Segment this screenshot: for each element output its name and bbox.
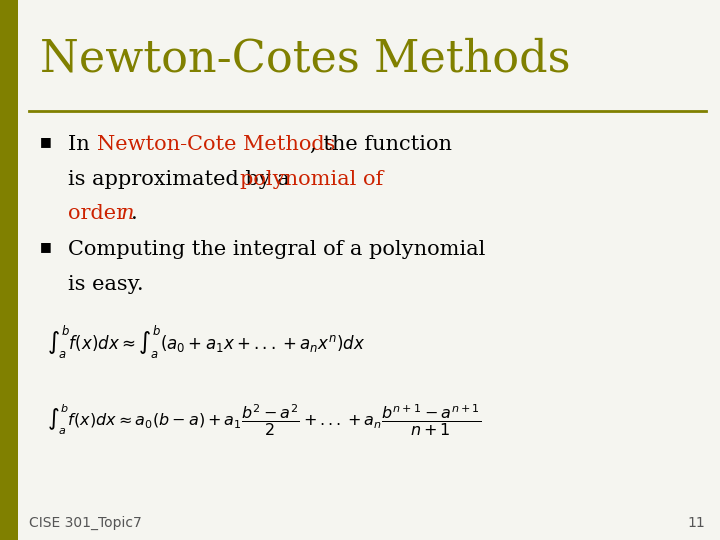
Text: In: In — [68, 135, 96, 154]
Text: 11: 11 — [688, 516, 706, 530]
Text: $\int_a^b f(x)dx \approx \int_a^b \left(a_0 + a_1 x + ... + a_n x^n\right)dx$: $\int_a^b f(x)dx \approx \int_a^b \left(… — [47, 324, 365, 361]
Text: ■: ■ — [40, 135, 51, 148]
Text: Newton-Cote Methods: Newton-Cote Methods — [97, 135, 336, 154]
Text: order: order — [68, 204, 133, 223]
Text: Newton-Cotes Methods: Newton-Cotes Methods — [40, 38, 570, 81]
Text: n: n — [121, 204, 135, 223]
Text: Computing the integral of a polynomial: Computing the integral of a polynomial — [68, 240, 486, 259]
Text: CISE 301_Topic7: CISE 301_Topic7 — [29, 516, 142, 530]
Text: , the function: , the function — [310, 135, 451, 154]
Text: is easy.: is easy. — [68, 275, 144, 294]
Text: is approximated by a: is approximated by a — [68, 170, 297, 189]
Text: $\int_a^b f(x)dx \approx a_0(b-a) + a_1 \dfrac{b^2-a^2}{2} + ... + a_n \dfrac{b^: $\int_a^b f(x)dx \approx a_0(b-a) + a_1 … — [47, 402, 482, 438]
Text: ■: ■ — [40, 240, 51, 253]
Text: .: . — [131, 204, 138, 223]
Text: polynomial of: polynomial of — [240, 170, 383, 189]
